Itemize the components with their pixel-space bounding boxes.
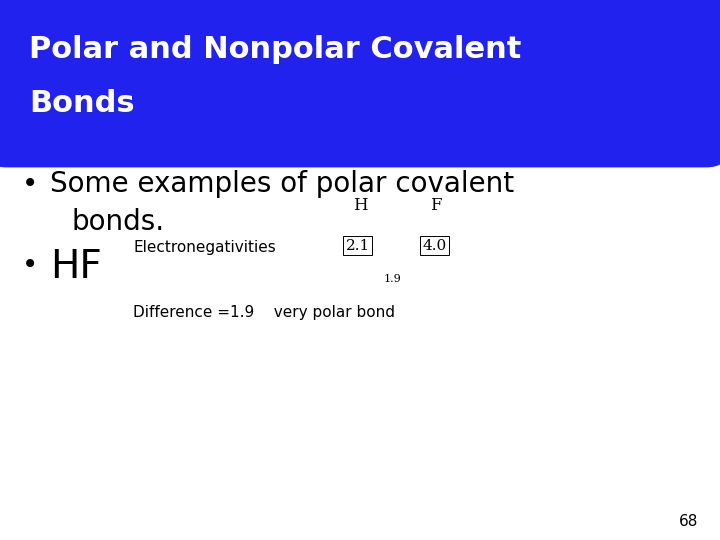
Text: •: •	[22, 170, 38, 198]
Text: Electronegativities: Electronegativities	[133, 240, 276, 255]
Text: •: •	[22, 251, 38, 279]
Text: F: F	[430, 197, 441, 214]
Text: Some examples of polar covalent: Some examples of polar covalent	[50, 170, 515, 198]
FancyBboxPatch shape	[0, 0, 720, 167]
Text: bonds.: bonds.	[72, 208, 165, 236]
Text: 68: 68	[679, 514, 698, 529]
Text: 4.0: 4.0	[422, 239, 446, 253]
Text: 2.1: 2.1	[346, 239, 370, 253]
Text: Bonds: Bonds	[29, 89, 135, 118]
Text: Difference =1.9    very polar bond: Difference =1.9 very polar bond	[133, 305, 395, 320]
Text: HF: HF	[50, 248, 102, 286]
Text: Polar and Nonpolar Covalent: Polar and Nonpolar Covalent	[29, 35, 521, 64]
Text: H: H	[353, 197, 367, 214]
Text: 1.9: 1.9	[384, 274, 401, 284]
